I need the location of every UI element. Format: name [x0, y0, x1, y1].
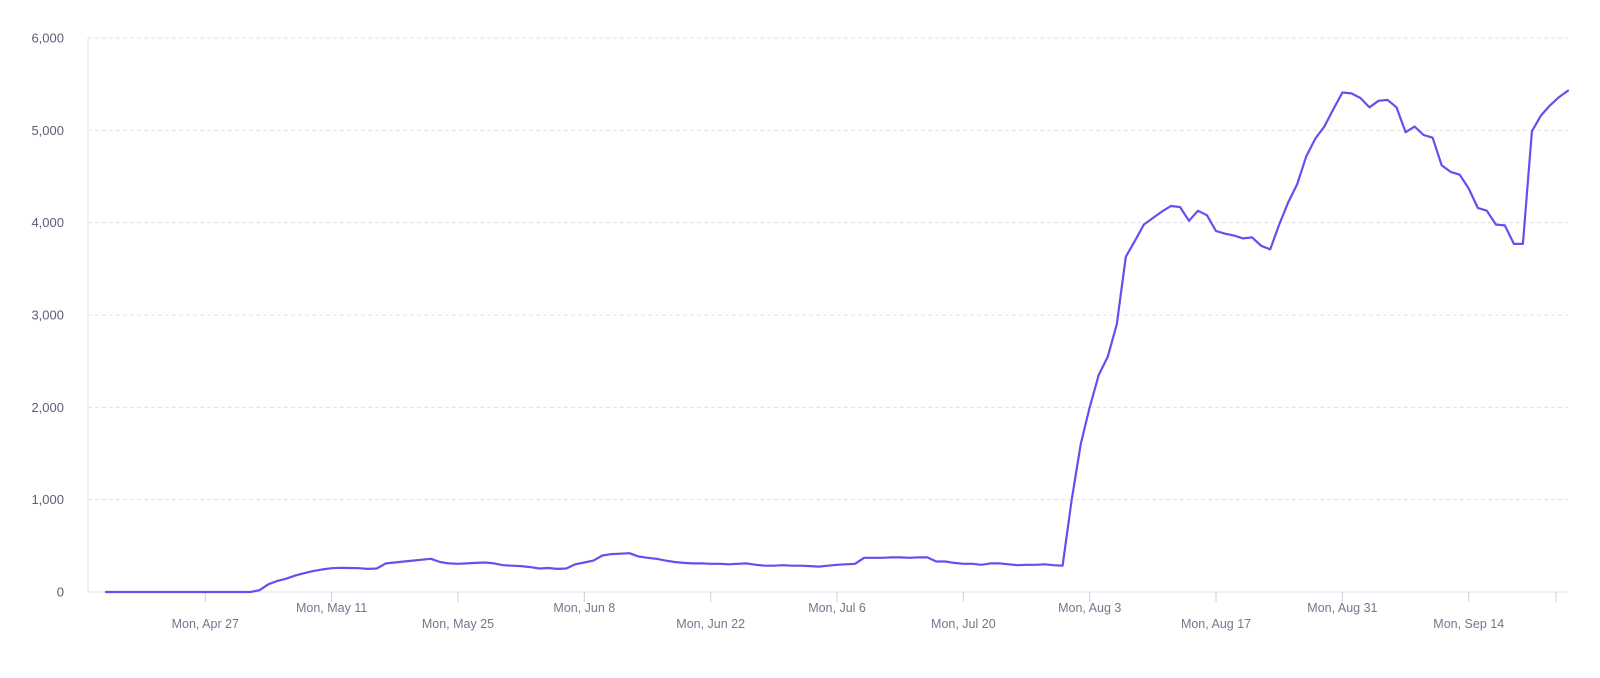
y-tick-label: 6,000 — [31, 31, 64, 46]
x-tick-label: Mon, Jun 8 — [553, 601, 615, 615]
y-tick-label: 2,000 — [31, 400, 64, 415]
x-tick-label: Mon, Jul 6 — [808, 601, 866, 615]
grid-lines — [87, 37, 1568, 593]
y-tick-label: 4,000 — [31, 215, 64, 230]
x-tick-label: Mon, Aug 31 — [1307, 601, 1377, 615]
x-tick-label: Mon, Sep 14 — [1433, 617, 1504, 631]
x-axis: Mon, Apr 27 Mon, May 11 Mon, May 25 Mon, Ju… — [172, 592, 1557, 631]
y-tick-label: 3,000 — [31, 308, 64, 323]
x-tick-label: Mon, Aug 3 — [1058, 601, 1121, 615]
x-tick-label: Mon, May 11 — [296, 601, 367, 615]
x-tick-label: Mon, Apr 27 — [172, 617, 239, 631]
x-tick-label: Mon, Aug 17 — [1181, 617, 1251, 631]
y-tick-label: 5,000 — [31, 123, 64, 138]
x-tick-label: Mon, Jul 20 — [931, 617, 996, 631]
y-axis: 0 1,000 2,000 3,000 4,000 5,000 6,000 — [31, 31, 64, 600]
x-tick-label: Mon, Jun 22 — [676, 617, 745, 631]
series-line — [104, 89, 1570, 594]
x-tick-label: Mon, May 25 — [422, 617, 494, 631]
y-tick-label: 0 — [57, 585, 64, 600]
y-tick-label: 1,000 — [31, 492, 64, 507]
series-layer — [104, 89, 1570, 594]
